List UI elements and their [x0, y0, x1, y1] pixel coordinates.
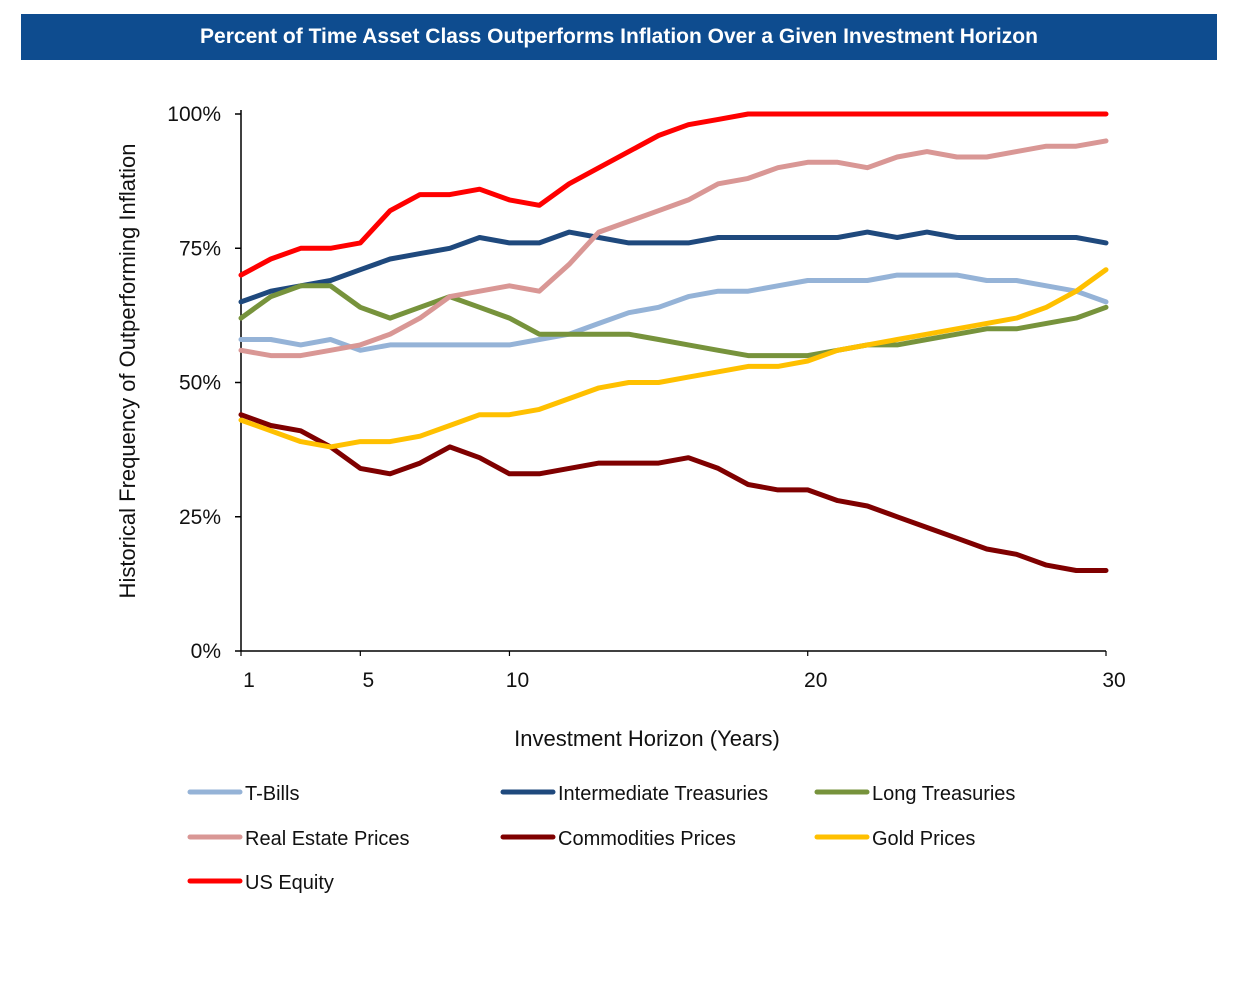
legend: T-Bills Intermediate Treasuries Long Treas… — [187, 783, 1015, 894]
chart-title: Percent of Time Asset Class Outperforms … — [200, 25, 1038, 48]
x-tick-label: 5 — [362, 669, 374, 692]
legend-label: Intermediate Treasuries — [558, 783, 768, 805]
x-tick-label: 1 — [243, 669, 255, 692]
chart-title-banner: Percent of Time Asset Class Outperforms … — [21, 14, 1217, 60]
series-line-t-bills — [238, 272, 1109, 353]
legend-label: Commodities Prices — [558, 828, 736, 850]
y-tick-label: 50% — [179, 372, 221, 395]
y-axis-title: Historical Frequency of Outperforming In… — [115, 144, 140, 599]
x-tick-label: 10 — [506, 669, 529, 692]
legend-label: T-Bills — [245, 783, 299, 805]
x-tick-label: 20 — [804, 669, 827, 692]
y-tick-label: 25% — [179, 506, 221, 529]
legend-label: Long Treasuries — [872, 783, 1015, 805]
series-line-long-treasuries — [238, 283, 1109, 359]
y-tick-label: 100% — [167, 103, 221, 126]
y-tick-label: 75% — [179, 237, 221, 260]
x-tick-label: 30 — [1102, 669, 1125, 692]
series-line-gold-prices — [238, 267, 1109, 450]
series-line-real-estate-prices — [238, 138, 1109, 359]
series-lines — [238, 111, 1109, 573]
legend-label: US Equity — [245, 872, 334, 894]
series-line-intermediate-treasuries — [238, 229, 1109, 305]
y-tick-label: 0% — [191, 640, 221, 663]
series-line-us-equity — [238, 111, 1109, 278]
legend-label: Gold Prices — [872, 828, 975, 850]
series-line-commodities-prices — [238, 412, 1109, 573]
legend-label: Real Estate Prices — [245, 828, 410, 850]
x-axis-title: Investment Horizon (Years) — [514, 726, 780, 751]
axes: 0% 25% 50% 75% 100% 1 5 10 20 30 Investment Horizo… — [115, 103, 1126, 751]
